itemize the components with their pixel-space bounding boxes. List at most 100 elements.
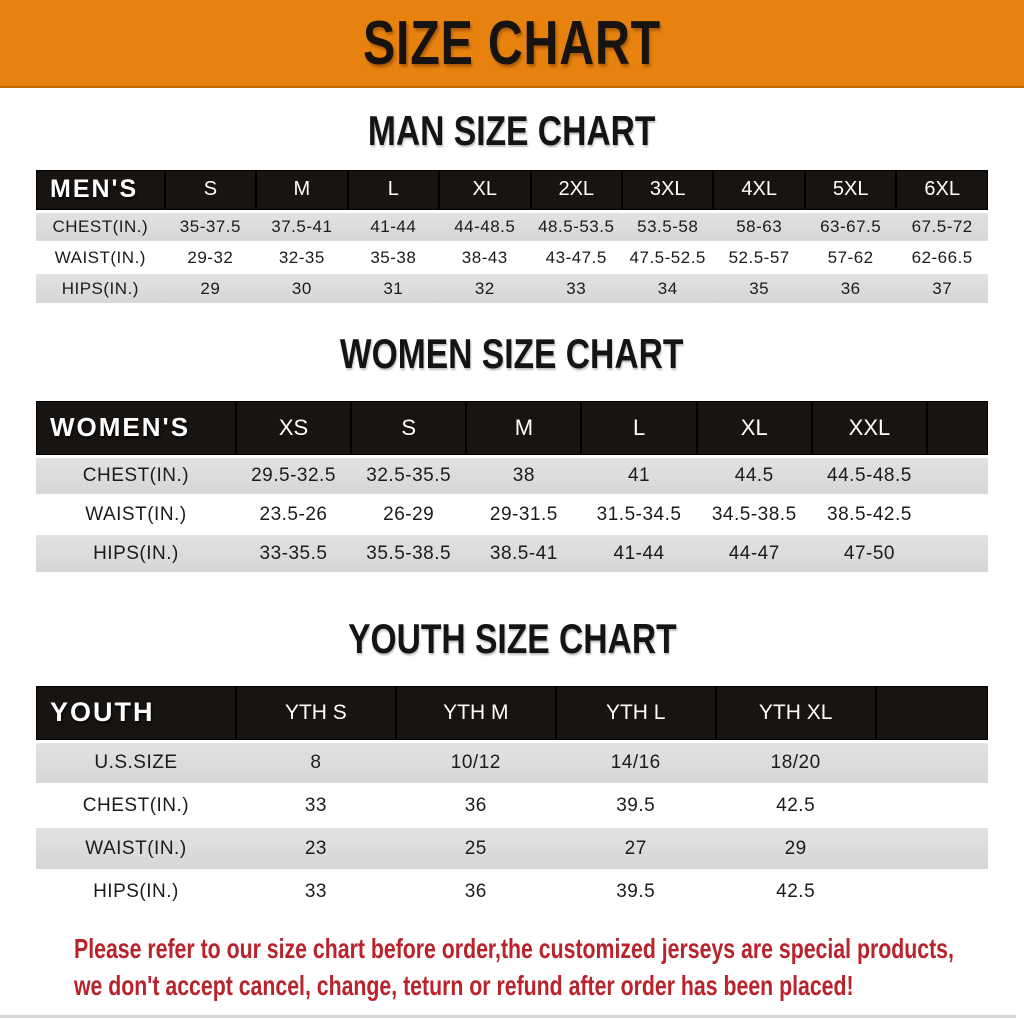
column-header: YTH M <box>395 686 556 743</box>
size-value-cell: 23.5-26 <box>235 495 352 535</box>
measurement-row: CHEST(IN.) 29.5-32.5 32.5-35.5 38 41 44.5 44.5… <box>36 456 988 496</box>
size-value-cell: 58-63 <box>713 211 805 243</box>
size-value-cell: 30 <box>256 273 348 305</box>
group-label: YOUTH <box>36 686 236 743</box>
measurement-row: HIPS(IN.) 29 30 31 32 33 34 35 36 37 <box>36 273 988 305</box>
size-value-cell: 36 <box>804 273 897 305</box>
header-spacer <box>875 686 988 743</box>
size-value-cell: 47-50 <box>811 534 928 574</box>
size-value-cell: 10/12 <box>395 741 556 785</box>
banner-title: SIZE CHART <box>363 8 661 78</box>
column-header: YTH XL <box>715 686 876 743</box>
row-label: CHEST(IN.) <box>36 456 236 496</box>
column-header: L <box>581 401 697 458</box>
size-value-cell: 47.5-52.5 <box>621 242 714 274</box>
column-header: XXL <box>811 401 928 458</box>
footer-note: Please refer to our size chart before or… <box>36 914 988 1004</box>
header-spacer <box>927 401 988 458</box>
size-value-cell: 29 <box>715 827 876 871</box>
size-chart-section: MAN SIZE CHART MEN'S S M L XL 2XL 3XL 4XL 5XL 6XL C… <box>36 108 988 305</box>
size-value-cell: 32 <box>439 273 531 305</box>
size-table: MEN'S S M L XL 2XL 3XL 4XL 5XL 6XL CHEST(IN.) 35-37… <box>36 170 988 305</box>
column-header: 5XL <box>804 170 897 213</box>
size-value-cell: 35-37.5 <box>164 211 257 243</box>
size-value-cell: 62-66.5 <box>896 242 988 274</box>
size-chart-section: WOMEN SIZE CHART WOMEN'S XS S M L XL XXL CHEST(I… <box>36 331 988 574</box>
measurement-row: CHEST(IN.) 33 36 39.5 42.5 <box>36 784 988 828</box>
size-value-cell: 48.5-53.5 <box>530 211 622 243</box>
size-value-cell: 23 <box>235 827 396 871</box>
size-value-cell: 44.5-48.5 <box>811 456 928 496</box>
table-header-row: WOMEN'S XS S M L XL XXL <box>36 401 988 458</box>
size-table: YOUTH YTH S YTH M YTH L YTH XL U.S.SIZE 8 10/12… <box>36 686 988 914</box>
size-value-cell: 39.5 <box>555 870 716 914</box>
size-value-cell: 33 <box>235 870 396 914</box>
size-value-cell: 41-44 <box>347 211 440 243</box>
size-value-cell: 37.5-41 <box>256 211 348 243</box>
column-header: YTH L <box>555 686 716 743</box>
size-value-cell: 29 <box>164 273 257 305</box>
size-value-cell: 35.5-38.5 <box>351 534 467 574</box>
bottom-divider <box>0 1015 1016 1018</box>
footer-line-2: we don't accept cancel, change, teturn o… <box>74 970 854 1001</box>
size-chart-content: MAN SIZE CHART MEN'S S M L XL 2XL 3XL 4XL 5XL 6XL C… <box>0 108 1024 1004</box>
size-value-cell: 33-35.5 <box>235 534 352 574</box>
size-value-cell: 41 <box>581 456 697 496</box>
size-value-cell: 38.5-41 <box>466 534 582 574</box>
size-value-cell: 37 <box>896 273 988 305</box>
column-header: 6XL <box>896 170 988 213</box>
row-label: HIPS(IN.) <box>36 870 236 914</box>
size-value-cell: 42.5 <box>715 870 876 914</box>
column-header: XS <box>235 401 352 458</box>
section-title: YOUTH SIZE CHART <box>36 616 988 662</box>
sections-container: MAN SIZE CHART MEN'S S M L XL 2XL 3XL 4XL 5XL 6XL C… <box>36 108 988 914</box>
row-spacer <box>927 495 988 535</box>
section-title: WOMEN SIZE CHART <box>36 331 988 377</box>
row-label: U.S.SIZE <box>36 741 236 785</box>
size-value-cell: 33 <box>235 784 396 828</box>
column-header: 3XL <box>621 170 714 213</box>
size-chart-banner: SIZE CHART <box>0 0 1024 88</box>
measurement-row: U.S.SIZE 8 10/12 14/16 18/20 <box>36 741 988 785</box>
column-header: 2XL <box>530 170 622 213</box>
size-value-cell: 34.5-38.5 <box>696 495 812 535</box>
row-label: WAIST(IN.) <box>36 827 236 871</box>
size-value-cell: 52.5-57 <box>713 242 805 274</box>
column-header: XL <box>696 401 812 458</box>
row-label: HIPS(IN.) <box>36 534 236 574</box>
column-header: M <box>256 170 348 213</box>
row-label: CHEST(IN.) <box>36 784 236 828</box>
size-table: WOMEN'S XS S M L XL XXL CHEST(IN.) 29.5-32.5 32.5… <box>36 401 988 574</box>
column-header: YTH S <box>235 686 396 743</box>
column-header: XL <box>439 170 531 213</box>
size-value-cell: 44-48.5 <box>439 211 531 243</box>
size-value-cell: 33 <box>530 273 622 305</box>
measurement-row: HIPS(IN.) 33 36 39.5 42.5 <box>36 870 988 914</box>
measurement-row: WAIST(IN.) 23.5-26 26-29 29-31.5 31.5-34.5 34… <box>36 495 988 535</box>
section-title: MAN SIZE CHART <box>36 108 988 154</box>
size-value-cell: 36 <box>395 870 556 914</box>
size-value-cell: 34 <box>621 273 714 305</box>
size-value-cell: 25 <box>395 827 556 871</box>
size-value-cell: 18/20 <box>715 741 876 785</box>
size-value-cell: 44-47 <box>696 534 812 574</box>
size-value-cell: 38.5-42.5 <box>811 495 928 535</box>
section-title-text: MAN SIZE CHART <box>368 107 656 154</box>
size-value-cell: 39.5 <box>555 784 716 828</box>
row-spacer <box>927 456 988 496</box>
size-value-cell: 14/16 <box>555 741 716 785</box>
size-value-cell: 42.5 <box>715 784 876 828</box>
column-header: S <box>351 401 467 458</box>
size-value-cell: 44.5 <box>696 456 812 496</box>
section-title-text: YOUTH SIZE CHART <box>347 615 677 662</box>
row-spacer <box>927 534 988 574</box>
row-spacer <box>875 741 988 785</box>
group-label: MEN'S <box>36 170 165 213</box>
column-header: L <box>347 170 440 213</box>
measurement-row: HIPS(IN.) 33-35.5 35.5-38.5 38.5-41 41-44 44-… <box>36 534 988 574</box>
size-value-cell: 29-32 <box>164 242 257 274</box>
size-value-cell: 63-67.5 <box>804 211 897 243</box>
row-spacer <box>875 870 988 914</box>
size-value-cell: 31 <box>347 273 440 305</box>
size-value-cell: 29-31.5 <box>466 495 582 535</box>
